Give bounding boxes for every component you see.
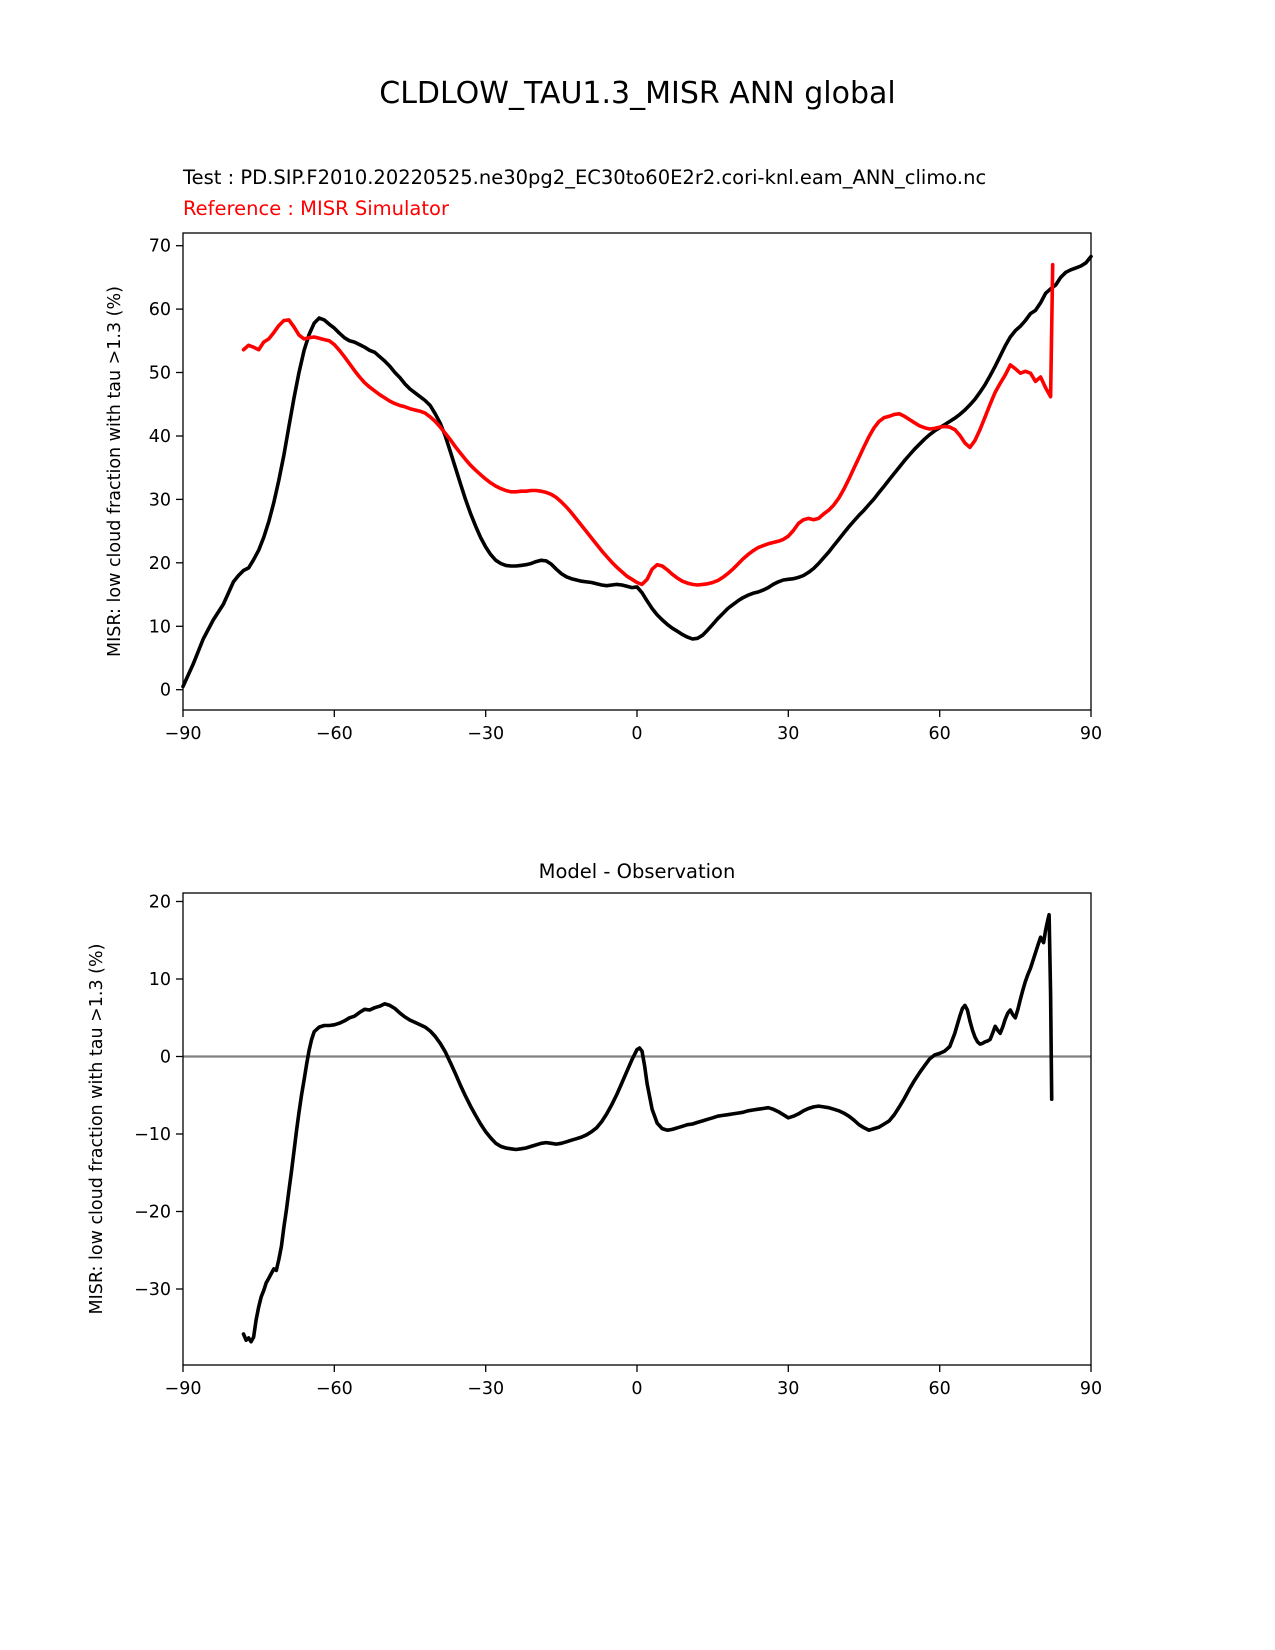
x-tick-label: −90 [165, 1379, 202, 1399]
diff-panel-title: Model - Observation [538, 860, 736, 883]
x-tick-label: 0 [631, 1379, 642, 1399]
x-tick-label: −60 [316, 724, 353, 744]
x-tick-label: 30 [777, 724, 799, 744]
y-tick-label: 60 [149, 300, 171, 320]
test-line [181, 254, 1093, 689]
x-tick-label: 0 [631, 724, 642, 744]
y-axis-label: MISR: low cloud fraction with tau >1.3 (… [105, 286, 125, 657]
reference-subtitle: Reference : MISR Simulator [183, 197, 449, 220]
y-tick-label: 20 [149, 554, 171, 574]
y-tick-label: 40 [149, 427, 171, 447]
x-tick-label: 90 [1080, 724, 1102, 744]
chart-panel-2: −90 −60 −30 0 30 60 90 −30 −20 −10 0 10 20 MISR: low … [87, 892, 1102, 1399]
y-tick-label: 10 [149, 617, 171, 637]
axes-frame [182, 232, 1092, 711]
figure-title: CLDLOW_TAU1.3_MISR ANN global [379, 76, 896, 111]
x-tick-label: −30 [467, 724, 504, 744]
x-tick-label: −60 [316, 1379, 353, 1399]
y-axis-label: MISR: low cloud fraction with tau >1.3 (… [87, 944, 107, 1315]
x-tick-label: 90 [1080, 1379, 1102, 1399]
reference-line [241, 262, 1055, 587]
x-tick-label: 30 [777, 1379, 799, 1399]
y-tick-label: −10 [134, 1125, 171, 1145]
y-tick-label: −20 [134, 1203, 171, 1223]
y-tick-label: −30 [134, 1280, 171, 1300]
x-tick-label: 60 [929, 1379, 951, 1399]
x-tick-label: −90 [165, 724, 202, 744]
test-subtitle: Test : PD.SIP.F2010.20220525.ne30pg2_EC3… [183, 166, 987, 189]
y-tick-label: 50 [149, 364, 171, 384]
y-tick-label: 70 [149, 237, 171, 257]
y-tick-label: 10 [149, 970, 171, 990]
x-tick-label: −30 [467, 1379, 504, 1399]
axes-frame [182, 892, 1092, 1366]
y-tick-label: 30 [149, 490, 171, 510]
y-tick-label: 0 [160, 681, 171, 701]
y-tick-label: 20 [149, 893, 171, 913]
x-tick-label: 60 [929, 724, 951, 744]
chart-panel-1: −90 −60 −30 0 30 60 90 0 10 20 30 40 50 60 70 MISR: low… [105, 232, 1102, 744]
y-tick-label: 0 [160, 1048, 171, 1068]
diff-line [241, 912, 1054, 1344]
